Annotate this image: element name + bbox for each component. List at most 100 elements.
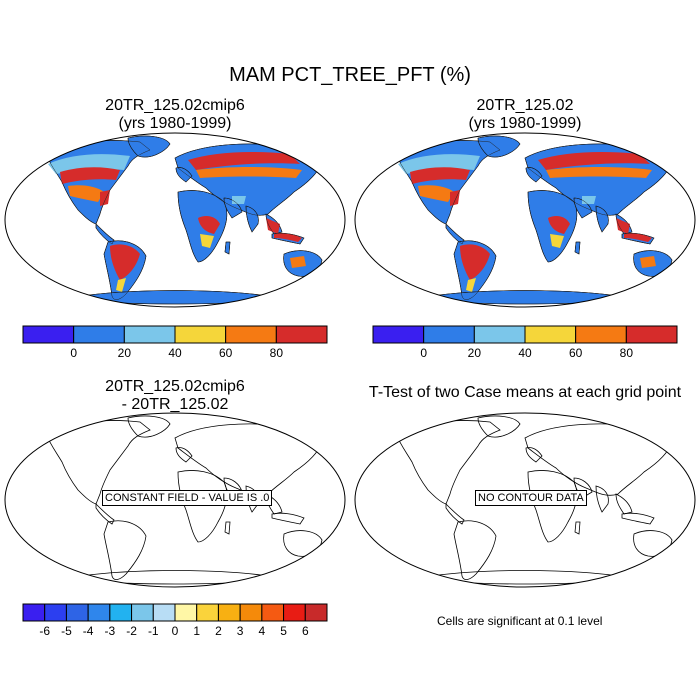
tree-cover-region <box>546 167 652 178</box>
panel-title-line1: 20TR_125.02 <box>476 97 574 114</box>
colorbar-segment <box>239 603 263 622</box>
colorbar-top-right: 0 20 40 60 80 <box>372 325 678 360</box>
tree-cover-region <box>640 256 656 268</box>
colorbar-segment <box>123 325 176 344</box>
land-india <box>595 485 609 513</box>
tree-cover-region <box>110 244 140 280</box>
tree-cover-region <box>548 216 570 234</box>
colorbar-tick-label: 20 <box>468 346 482 360</box>
tree-cover-region <box>198 216 220 234</box>
land-southAmerica <box>103 520 147 580</box>
land-africa <box>527 470 578 543</box>
colorbar-tick-label: -3 <box>105 624 116 638</box>
coastline-northAmerica <box>44 140 151 225</box>
tree-cover-region <box>196 167 302 178</box>
colorbar-tick-label: -2 <box>126 624 137 638</box>
map-content <box>394 135 673 305</box>
coastline-indonesia <box>271 232 305 245</box>
coastline-centralAmerica <box>95 223 115 245</box>
colorbar-segment <box>174 325 227 344</box>
colorbar-segment <box>473 325 526 344</box>
tree-cover-region <box>116 278 126 292</box>
coastline-indonesia <box>621 232 655 245</box>
colorbar-segment <box>65 603 89 622</box>
land-madagascar <box>574 521 581 535</box>
tree-cover-region <box>60 167 120 184</box>
land-northAmerica <box>394 420 501 505</box>
tree-cover-region <box>290 256 306 268</box>
colorbar-segment <box>109 603 133 622</box>
colorbar-segment <box>87 603 111 622</box>
colorbar-tick-label: 80 <box>270 346 284 360</box>
significance-note: Cells are significant at 0.1 level <box>437 614 603 628</box>
colorbar-segment <box>283 603 306 622</box>
colorbar-segment <box>22 603 46 622</box>
no-contour-label: NO CONTOUR DATA <box>475 490 587 506</box>
panel-title-line1: 20TR_125.02cmip6 <box>105 97 245 114</box>
tree-cover-region <box>624 233 652 242</box>
land-northAmerica <box>394 140 501 225</box>
colorbar-tick-label: 6 <box>302 624 309 638</box>
land-indonesia <box>271 512 305 525</box>
land-australia <box>633 530 673 557</box>
coastline-greenland <box>127 135 171 158</box>
coastline-europeSouth <box>175 167 193 183</box>
colorbar-tick-label: 60 <box>219 346 233 360</box>
coastline-europeSouth <box>525 167 543 183</box>
colorbar-tick-label: 60 <box>569 346 583 360</box>
map-top-left <box>4 132 346 308</box>
land-antarctica <box>419 290 631 305</box>
panel-title-top-right: 20TR_125.02 (yrs 1980-1999) <box>350 97 700 133</box>
colorbar-segment <box>423 325 475 344</box>
land-antarctica <box>69 290 281 305</box>
land-australia <box>283 530 323 557</box>
panel-title-bottom-left: 20TR_125.02cmip6 - 20TR_125.02 <box>0 378 350 414</box>
colorbar-segment <box>575 325 627 344</box>
colorbar-tick-label: 1 <box>193 624 200 638</box>
land-centralAmerica <box>95 503 115 525</box>
tree-cover-region <box>410 167 470 184</box>
colorbar-segment <box>225 325 277 344</box>
tree-cover-region <box>550 234 564 248</box>
colorbar-tick-label: 3 <box>237 624 244 638</box>
panel-title-top-left: 20TR_125.02cmip6 (yrs 1980-1999) <box>0 97 350 133</box>
colorbar-tick-label: 20 <box>118 346 132 360</box>
colorbar-tick-label: 4 <box>259 624 266 638</box>
land-africa <box>177 470 228 543</box>
land-seAsia <box>615 493 633 515</box>
panel-title-line1: T-Test of two Case means at each grid po… <box>368 384 682 401</box>
tree-cover-region <box>188 152 300 170</box>
coastline-africa <box>527 190 578 263</box>
map-content <box>44 135 323 305</box>
map-border <box>354 412 696 588</box>
tree-cover-region <box>200 234 214 248</box>
coastline-india <box>595 205 609 233</box>
coastline-india <box>245 205 259 233</box>
colorbar-segment <box>304 603 328 622</box>
colorbar-segment <box>131 603 154 622</box>
colorbar-segment <box>44 603 67 622</box>
colorbar-bottom-left: -6 -5 -4 -3 -2 -1 0 1 2 3 4 5 6 <box>22 603 328 638</box>
land-eurasia <box>174 423 323 496</box>
colorbar-tick-label: 0 <box>420 346 427 360</box>
colorbar-tick-label: 0 <box>172 624 179 638</box>
tree-cover-region <box>616 218 630 234</box>
land-eurasia <box>524 423 673 496</box>
tree-cover-region <box>582 196 596 204</box>
colorbar-segment <box>217 603 241 622</box>
coastline-southAmerica <box>103 240 147 300</box>
colorbar-segment <box>275 325 328 344</box>
land-madagascar <box>224 521 231 535</box>
coastline-greenland <box>477 135 521 158</box>
constant-field-label: CONSTANT FIELD - VALUE IS .0 <box>102 490 273 506</box>
colorbar-segment <box>73 325 125 344</box>
colorbar-segment <box>22 325 75 344</box>
tree-cover-region <box>68 185 104 202</box>
land-southAmerica <box>453 520 497 580</box>
map-top-right <box>354 132 696 308</box>
map-border <box>354 132 696 308</box>
land-greenland <box>127 415 171 438</box>
map-border <box>4 132 346 308</box>
tree-cover-region <box>450 190 460 206</box>
map-bottom-right <box>354 412 696 588</box>
